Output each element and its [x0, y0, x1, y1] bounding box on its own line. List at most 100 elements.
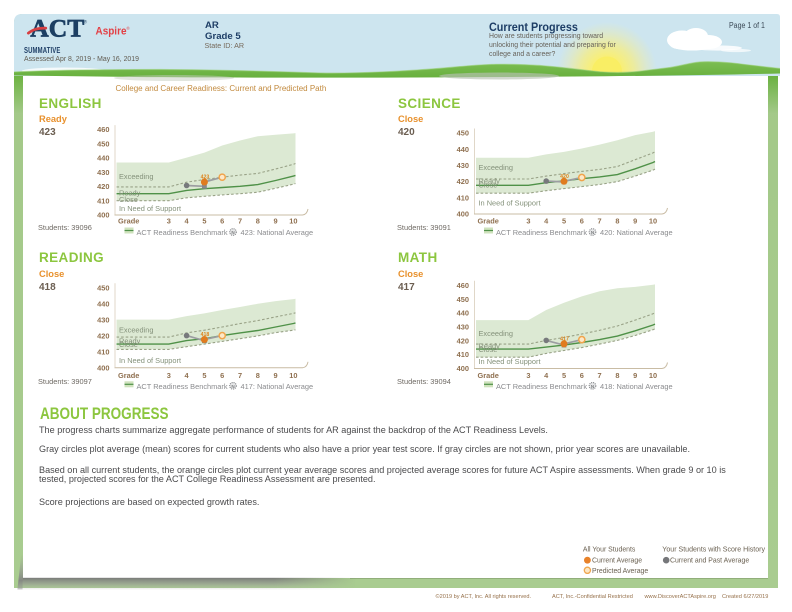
svg-text:ACT Readiness Benchmark: ACT Readiness Benchmark [496, 228, 587, 237]
svg-text:450: 450 [97, 283, 109, 292]
svg-text:8: 8 [615, 217, 619, 226]
svg-text:Grade: Grade [118, 217, 139, 226]
svg-text:440: 440 [97, 154, 109, 163]
svg-text:450: 450 [457, 129, 469, 138]
svg-text:10: 10 [649, 371, 657, 380]
svg-text:6: 6 [220, 217, 224, 226]
svg-text:5: 5 [202, 371, 206, 380]
svg-text:Close: Close [119, 195, 138, 204]
svg-text:N: N [591, 384, 595, 389]
svg-text:ACT Readiness Benchmark: ACT Readiness Benchmark [137, 228, 228, 237]
svg-text:4: 4 [185, 371, 190, 380]
svg-text:Close: Close [479, 345, 498, 354]
svg-text:460: 460 [97, 125, 109, 134]
svg-text:7: 7 [238, 217, 242, 226]
svg-text:10: 10 [289, 371, 297, 380]
svg-text:N: N [231, 384, 235, 389]
svg-text:4: 4 [544, 217, 549, 226]
svg-text:3: 3 [526, 217, 530, 226]
svg-text:6: 6 [580, 217, 584, 226]
svg-text:9: 9 [274, 371, 278, 380]
svg-text:400: 400 [97, 363, 109, 372]
svg-text:430: 430 [457, 323, 469, 332]
svg-text:430: 430 [97, 168, 109, 177]
svg-text:460: 460 [457, 281, 469, 290]
svg-text:Exceeding: Exceeding [119, 326, 154, 335]
svg-text:Exceeding: Exceeding [479, 329, 514, 338]
svg-text:410: 410 [457, 193, 469, 202]
svg-text:Exceeding: Exceeding [119, 172, 154, 181]
svg-text:Ready: Ready [479, 176, 501, 185]
svg-text:Grade: Grade [478, 371, 499, 380]
svg-text:423: 423 [201, 175, 210, 181]
svg-text:7: 7 [598, 371, 602, 380]
svg-text:In Need of Support: In Need of Support [119, 356, 181, 365]
svg-text:Current Average: Current Average [592, 558, 642, 565]
svg-text:7: 7 [238, 371, 242, 380]
svg-text:Close: Close [479, 181, 498, 190]
svg-text:440: 440 [97, 299, 109, 308]
svg-text:Aspire: Aspire [96, 26, 127, 38]
svg-text:417: 417 [560, 337, 569, 343]
svg-text:9: 9 [633, 217, 637, 226]
svg-text:8: 8 [256, 217, 260, 226]
svg-text:Current and Past Average: Current and Past Average [670, 558, 749, 565]
svg-text:400: 400 [457, 364, 469, 373]
svg-text:420: 420 [457, 177, 469, 186]
svg-text:450: 450 [97, 139, 109, 148]
svg-text:In Need of Support: In Need of Support [119, 204, 181, 213]
svg-text:Ready: Ready [479, 342, 501, 351]
svg-text:Predicted Average: Predicted Average [592, 568, 648, 575]
svg-text:3: 3 [167, 217, 171, 226]
svg-text:ACT: ACT [30, 16, 84, 43]
svg-text:N: N [231, 230, 235, 235]
svg-text:3: 3 [167, 371, 171, 380]
svg-text:423: National Average: 423: National Average [241, 228, 314, 237]
svg-text:440: 440 [457, 145, 469, 154]
svg-text:420: 420 [457, 336, 469, 345]
svg-text:Grade: Grade [118, 371, 139, 380]
svg-text:Grade: Grade [478, 217, 499, 226]
svg-text:10: 10 [289, 217, 297, 226]
svg-text:4: 4 [185, 217, 190, 226]
svg-text:Ready: Ready [119, 188, 141, 197]
svg-text:N: N [591, 230, 595, 235]
svg-text:5: 5 [202, 217, 206, 226]
svg-text:Close: Close [119, 340, 138, 349]
svg-text:10: 10 [649, 217, 657, 226]
svg-text:ACT Readiness Benchmark: ACT Readiness Benchmark [137, 382, 228, 391]
svg-text:®: ® [84, 18, 88, 24]
svg-text:400: 400 [97, 211, 109, 220]
svg-text:In Need of Support: In Need of Support [479, 199, 541, 208]
svg-text:Ready: Ready [119, 336, 141, 345]
svg-text:430: 430 [457, 161, 469, 170]
svg-text:5: 5 [562, 371, 566, 380]
svg-text:9: 9 [274, 217, 278, 226]
svg-text:410: 410 [97, 347, 109, 356]
svg-text:3: 3 [526, 371, 530, 380]
svg-text:ACT Readiness Benchmark: ACT Readiness Benchmark [496, 382, 587, 391]
svg-text:410: 410 [97, 196, 109, 205]
svg-text:4: 4 [544, 371, 549, 380]
svg-text:6: 6 [220, 371, 224, 380]
svg-text:8: 8 [615, 371, 619, 380]
svg-text:450: 450 [457, 295, 469, 304]
svg-text:®: ® [127, 26, 131, 31]
svg-text:410: 410 [457, 350, 469, 359]
svg-text:7: 7 [598, 217, 602, 226]
svg-text:5: 5 [562, 217, 566, 226]
svg-text:420: 420 [97, 182, 109, 191]
svg-text:418: National Average: 418: National Average [600, 382, 673, 391]
svg-text:420: 420 [97, 331, 109, 340]
svg-text:Your Students with Score Histo: Your Students with Score History [662, 546, 765, 553]
svg-text:In Need of Support: In Need of Support [479, 357, 541, 366]
svg-text:420: National Average: 420: National Average [600, 228, 673, 237]
svg-text:6: 6 [580, 371, 584, 380]
svg-text:418: 418 [201, 332, 210, 338]
svg-text:420: 420 [560, 174, 569, 180]
svg-text:440: 440 [457, 309, 469, 318]
svg-text:8: 8 [256, 371, 260, 380]
svg-text:430: 430 [97, 315, 109, 324]
svg-text:417: National Average: 417: National Average [241, 382, 314, 391]
svg-text:All Your Students: All Your Students [583, 546, 636, 553]
